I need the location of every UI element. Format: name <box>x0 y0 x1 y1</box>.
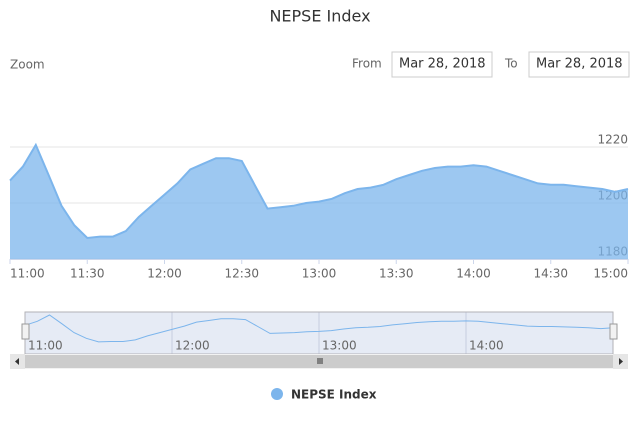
chart-title: NEPSE Index <box>269 7 370 26</box>
y-tick-label: 1220 <box>597 133 628 147</box>
x-tick-label: 14:00 <box>456 267 491 281</box>
x-tick-label: 11:30 <box>70 267 105 281</box>
x-tick-label: 15:00 <box>593 267 628 281</box>
handle-right[interactable] <box>609 323 618 340</box>
zoom-label: Zoom <box>10 58 45 72</box>
handle-left[interactable] <box>21 323 30 340</box>
x-tick-label: 11:00 <box>10 267 45 281</box>
to-label: To <box>504 57 518 71</box>
legend-symbol <box>271 388 283 400</box>
x-tick-label: 12:00 <box>147 267 182 281</box>
x-tick-label: 13:00 <box>302 267 337 281</box>
navigator-label: 13:00 <box>322 339 357 353</box>
to-input[interactable] <box>528 51 630 78</box>
x-tick-label: 13:30 <box>379 267 414 281</box>
series-line <box>9 142 629 240</box>
legend-label[interactable]: NEPSE Index <box>291 388 377 402</box>
from-label: From <box>352 57 382 71</box>
arrow-left <box>15 358 19 365</box>
navigator-line <box>24 314 614 343</box>
x-tick-label: 12:30 <box>224 267 259 281</box>
from-input[interactable] <box>391 51 493 78</box>
navigator-label: 12:00 <box>175 339 210 353</box>
scrollbar-thumb[interactable] <box>25 355 613 368</box>
to-date[interactable]: Mar 28, 2018 <box>536 57 623 72</box>
from-date[interactable]: Mar 28, 2018 <box>399 57 486 72</box>
navigator-label: 11:00 <box>28 339 63 353</box>
x-tick-label: 14:30 <box>533 267 568 281</box>
scrollbar-grip <box>317 358 323 364</box>
navigator-label: 14:00 <box>469 339 504 353</box>
arrow-right <box>619 358 623 365</box>
